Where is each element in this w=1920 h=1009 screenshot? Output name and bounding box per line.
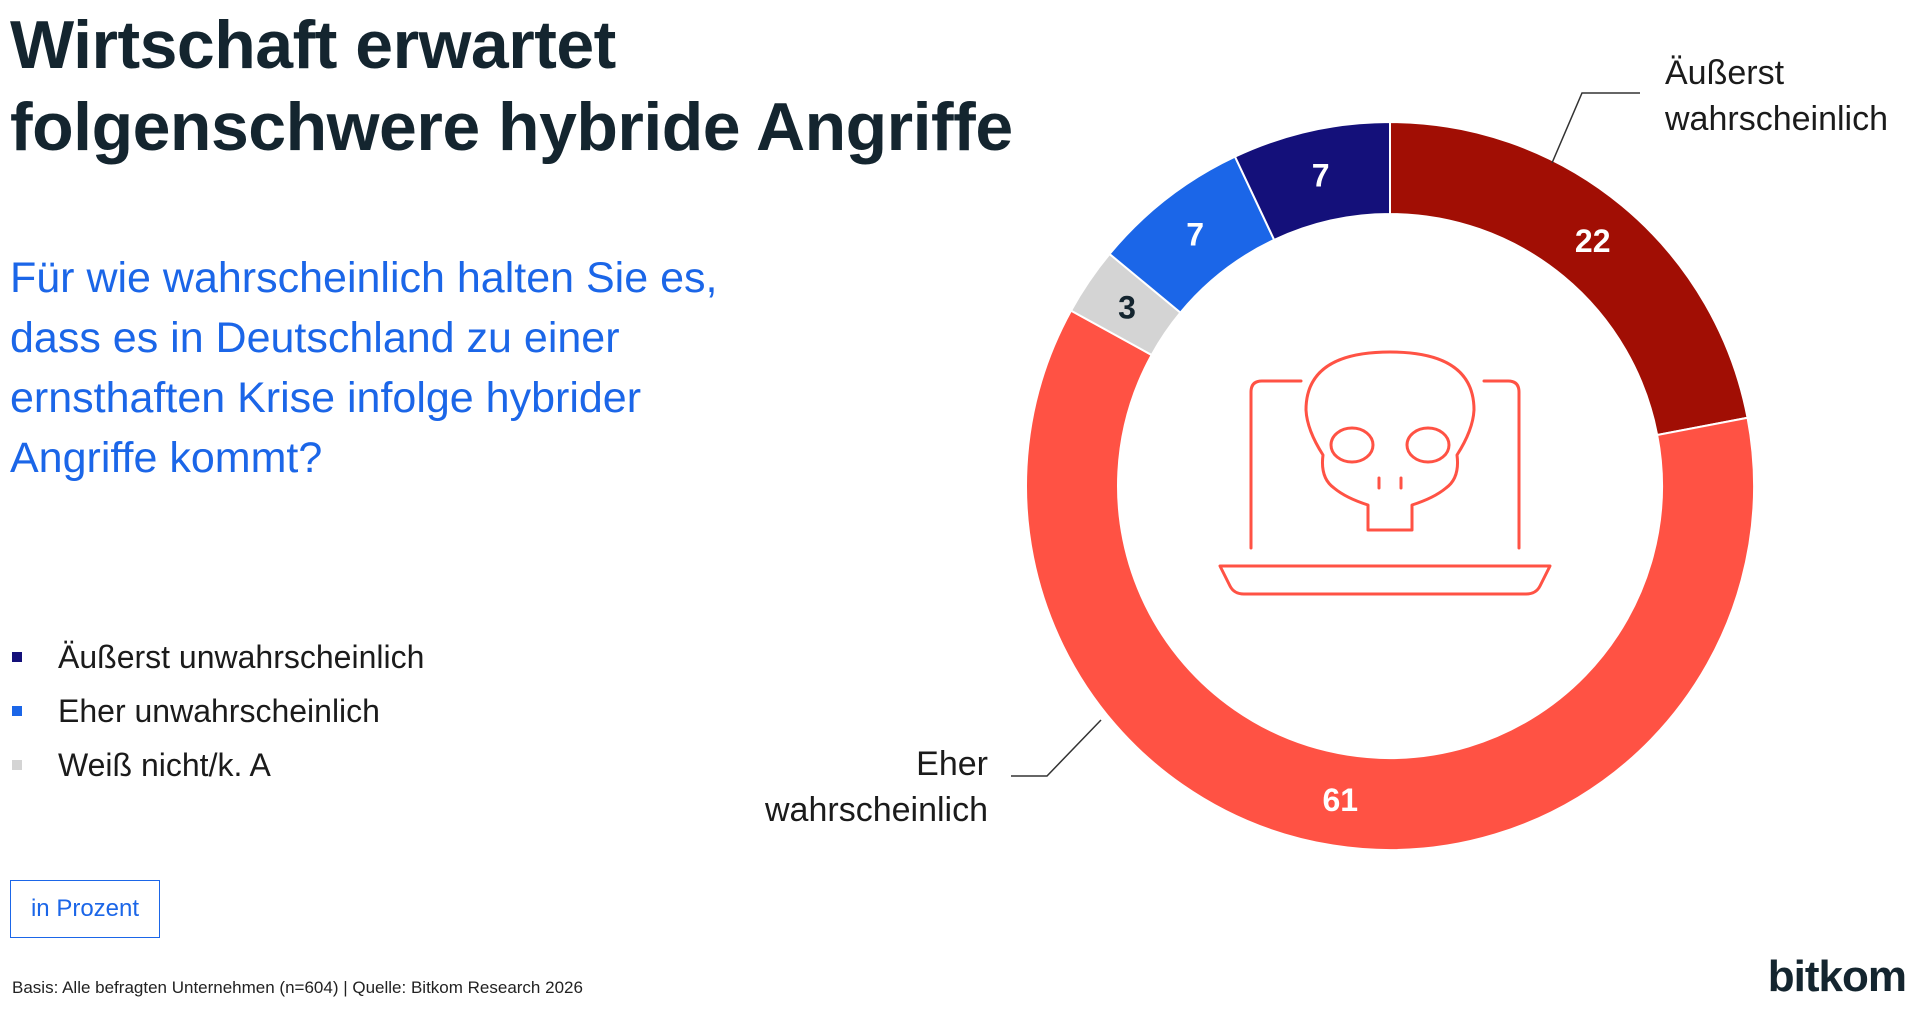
question-line-2: dass es in Deutschland zu einer <box>10 314 620 362</box>
survey-question: Für wie wahrscheinlich halten Sie es, da… <box>10 248 830 488</box>
legend-swatch-dark-blue <box>12 652 22 662</box>
question-line-4: Angriffe kommt? <box>10 434 323 482</box>
value-label-wei-nicht-k-a: 3 <box>1118 289 1136 325</box>
question-line-3: ernsthaften Krise infolge hybrider <box>10 374 642 422</box>
donut-callouts: Äußerst wahrscheinlich Eher wahrscheinlich <box>764 54 1888 829</box>
donut-value-labels: 22 61 3 7 7 <box>1118 158 1610 818</box>
donut-slice-a-u-erst-unwahrscheinlich <box>1233 120 1391 242</box>
legend: Äußerst unwahrscheinlich Eher unwahrsche… <box>10 630 424 792</box>
title-line-1: Wirtschaft erwartet <box>10 7 616 83</box>
legend-label: Äußerst unwahrscheinlich <box>58 638 425 675</box>
legend-item-aeusserst-unwahrscheinlich: Äußerst unwahrscheinlich <box>10 630 424 684</box>
callout-label-eher-wahrscheinlich: Eher wahrscheinlich <box>764 745 988 829</box>
callout-line-eher-wahrscheinlich <box>1011 719 1102 777</box>
legend-swatch-blue <box>12 706 22 716</box>
donut-slice-a-u-erst-wahrscheinlich <box>1389 120 1749 437</box>
source-footnote: Basis: Alle befragten Unternehmen (n=604… <box>12 978 583 997</box>
value-label-a-u-erst-unwahrscheinlich: 7 <box>1312 158 1330 194</box>
legend-item-weiss-nicht: Weiß nicht/k. A <box>10 738 424 792</box>
legend-swatch-grey <box>12 760 22 770</box>
donut-slices <box>1025 120 1755 851</box>
value-label-eher-unwahrscheinlich: 7 <box>1186 217 1204 253</box>
question-line-1: Für wie wahrscheinlich halten Sie es, <box>10 254 718 302</box>
unit-label: in Prozent <box>10 880 160 938</box>
bitkom-logo: bitkom <box>1767 952 1907 1001</box>
legend-item-eher-unwahrscheinlich: Eher unwahrscheinlich <box>10 684 424 738</box>
legend-label: Weiß nicht/k. A <box>58 746 271 783</box>
value-label-eher-wahrscheinlich: 61 <box>1322 782 1358 818</box>
value-label-a-u-erst-wahrscheinlich: 22 <box>1575 223 1611 259</box>
callout-line-aeusserst-wahrscheinlich <box>1551 92 1640 164</box>
callout-label-aeusserst-wahrscheinlich: Äußerst wahrscheinlich <box>1664 54 1888 138</box>
title-line-2: folgenschwere hybride Angriffe <box>10 89 1013 165</box>
laptop-skull-icon <box>1218 350 1552 596</box>
chart-title: Wirtschaft erwartet folgenschwere hybrid… <box>10 4 1013 168</box>
donut-slice-eher-wahrscheinlich <box>1025 309 1755 851</box>
legend-label: Eher unwahrscheinlich <box>58 692 380 729</box>
